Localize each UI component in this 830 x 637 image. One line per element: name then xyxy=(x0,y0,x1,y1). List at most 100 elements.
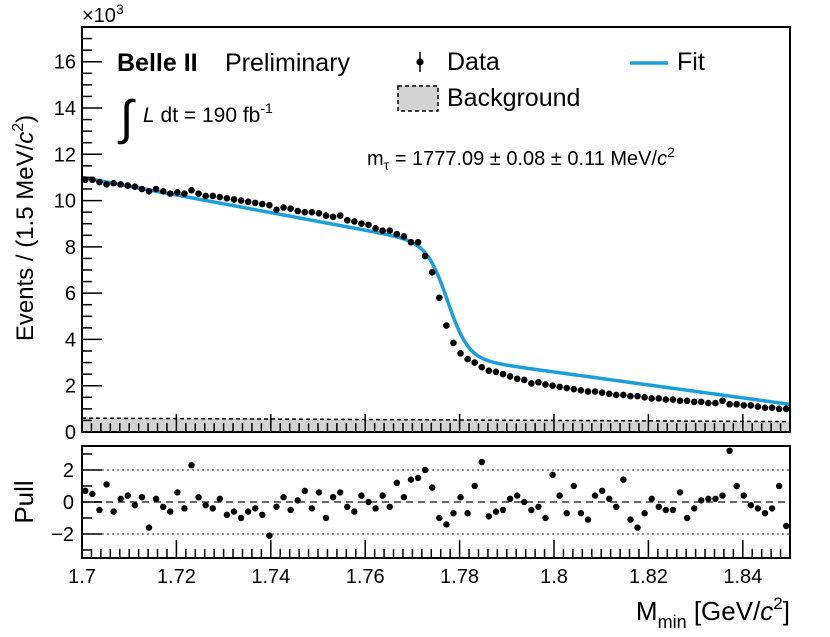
pull-point xyxy=(499,506,507,514)
pull-point xyxy=(641,510,648,517)
pull-point xyxy=(740,492,747,499)
pull-point xyxy=(223,511,231,518)
data-point xyxy=(159,188,167,195)
main-y-axis-label: Events / (1.5 MeV/c2) xyxy=(10,115,39,341)
pull-point xyxy=(443,521,450,528)
data-point xyxy=(322,212,330,219)
data-point xyxy=(520,376,528,384)
pull-y-axis-label: Pull xyxy=(9,480,39,523)
pull-point xyxy=(145,524,153,531)
pull-point xyxy=(400,494,408,501)
data-point xyxy=(641,393,648,401)
legend-background-box xyxy=(397,85,439,112)
pull-point xyxy=(747,502,755,509)
data-point xyxy=(655,395,663,402)
main-y-ticks: 0 2 4 6 8 10 12 14 16 xyxy=(54,37,102,444)
data-point xyxy=(712,399,719,407)
pull-point xyxy=(252,505,259,512)
pull-point xyxy=(209,505,216,512)
pull-point xyxy=(358,492,365,499)
pull-point xyxy=(577,510,585,517)
data-point xyxy=(188,186,195,194)
pull-point xyxy=(478,458,485,466)
data-point xyxy=(768,404,776,412)
pull-point xyxy=(591,492,599,499)
pull-y-tick-label: 0 xyxy=(63,492,74,514)
pull-point xyxy=(294,497,301,504)
data-point xyxy=(181,190,188,197)
pull-point xyxy=(96,506,103,514)
data-point xyxy=(598,389,606,396)
fit-curve xyxy=(81,175,791,407)
data-point xyxy=(280,204,287,211)
data-point xyxy=(230,196,238,203)
data-point xyxy=(124,182,132,189)
pull-point xyxy=(273,503,280,510)
background-layer xyxy=(81,417,791,432)
pull-point xyxy=(280,494,287,501)
pull-point xyxy=(783,522,790,530)
data-point xyxy=(379,227,386,234)
pull-point xyxy=(436,514,443,522)
pull-point xyxy=(768,505,776,512)
pull-point xyxy=(414,474,422,482)
status-label: Preliminary xyxy=(225,49,351,77)
data-point xyxy=(719,397,726,405)
pull-point xyxy=(683,514,691,522)
pull-point xyxy=(634,524,641,531)
pull-point xyxy=(513,492,521,499)
pull-point xyxy=(82,487,89,494)
data-point xyxy=(492,368,500,376)
pull-point xyxy=(244,508,252,515)
data-point xyxy=(138,185,146,193)
pull-point xyxy=(648,495,655,502)
pull-point xyxy=(344,503,351,510)
pull-point xyxy=(308,505,316,512)
pull-point xyxy=(726,447,733,454)
data-points xyxy=(82,176,790,413)
data-point xyxy=(577,387,585,394)
data-point xyxy=(754,403,762,410)
pull-point xyxy=(485,513,493,520)
data-point xyxy=(166,190,174,197)
pull-point xyxy=(620,476,627,483)
data-point xyxy=(535,378,542,386)
data-point xyxy=(464,355,471,363)
data-point xyxy=(775,405,783,413)
pull-panel: −2 0 2 1.7 1.72 1.74 1.76 1.78 1.8 1.82 1.84 Pull… xyxy=(9,445,791,632)
data-point xyxy=(393,230,401,238)
pull-point xyxy=(351,508,358,515)
data-point xyxy=(301,208,309,216)
pull-point xyxy=(471,482,478,490)
pull-point xyxy=(492,508,500,515)
data-point xyxy=(570,385,578,393)
pull-point xyxy=(393,479,401,486)
y-tick-label: 14 xyxy=(54,98,76,120)
data-point xyxy=(244,198,252,206)
pull-point xyxy=(159,503,167,510)
data-point xyxy=(605,390,613,398)
pull-point xyxy=(690,505,698,512)
data-point xyxy=(117,181,124,188)
pull-point xyxy=(372,505,379,512)
data-point xyxy=(237,197,245,204)
main-panel: 0 2 4 6 8 10 12 14 16 ×103 Events / (1.5 MeV/c2)… xyxy=(10,1,791,444)
pull-y-tick-label: −2 xyxy=(51,524,74,546)
data-point xyxy=(740,402,748,409)
y-tick-label: 0 xyxy=(65,422,76,444)
pull-point xyxy=(563,510,570,517)
pull-point xyxy=(181,505,188,512)
pull-point xyxy=(712,495,719,502)
pull-point xyxy=(188,462,195,469)
pull-point xyxy=(528,506,535,514)
legend-data-label: Data xyxy=(447,48,500,76)
data-point xyxy=(195,190,202,197)
y-tick-label: 4 xyxy=(65,329,76,351)
data-point xyxy=(152,185,160,193)
data-point xyxy=(542,381,549,388)
y-tick-label: 10 xyxy=(54,191,76,213)
data-point xyxy=(407,238,415,246)
pull-point xyxy=(138,494,146,501)
data-point xyxy=(450,339,457,347)
